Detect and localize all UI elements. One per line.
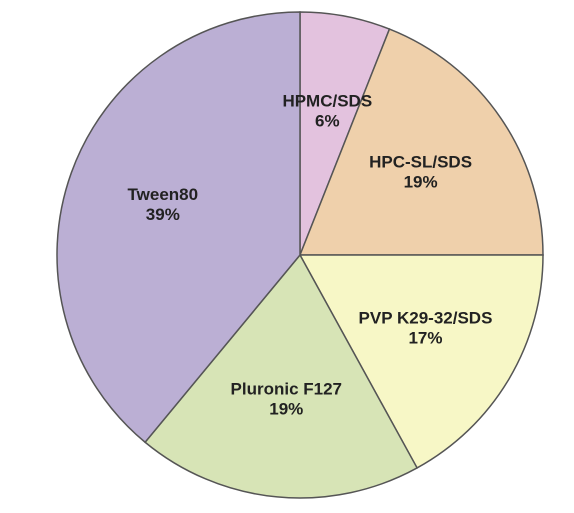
pie-slice xyxy=(144,253,419,499)
slice-label: HPC-SL/SDS xyxy=(369,153,472,172)
slice-value-label: 19% xyxy=(404,173,438,192)
slice-value-label: 39% xyxy=(146,205,180,224)
slice-label: Pluronic F127 xyxy=(231,380,342,399)
slice-value-label: 19% xyxy=(269,400,303,419)
slice-label: PVP K29-32/SDS xyxy=(359,309,493,328)
slice-label: Tween80 xyxy=(128,185,199,204)
pie-slice xyxy=(56,11,301,444)
slice-label: HPMC/SDS xyxy=(282,91,372,110)
pie-slice xyxy=(298,28,544,256)
pie-slice xyxy=(298,254,544,469)
slice-value-label: 6% xyxy=(315,111,340,130)
slice-value-label: 17% xyxy=(408,329,442,348)
